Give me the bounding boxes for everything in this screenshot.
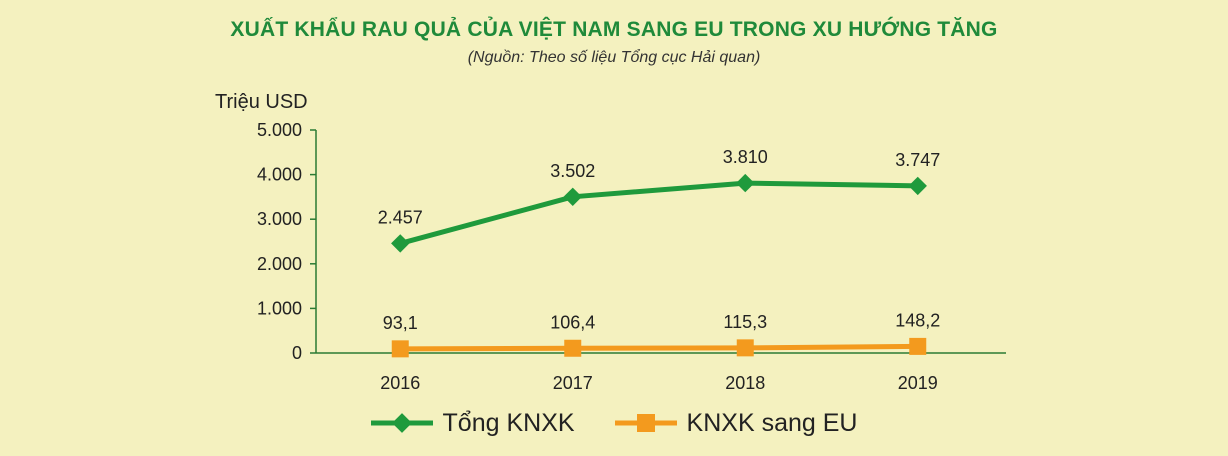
data-label: 106,4: [550, 312, 595, 332]
legend-swatch-total: [370, 413, 433, 433]
x-tick-label: 2018: [725, 373, 765, 393]
data-label: 115,3: [723, 312, 767, 332]
line-chart: Triệu USD 0 1.000 2.000 3.000 4.000 5.000 2016 2…: [215, 91, 1006, 393]
series-line-0: [399, 180, 918, 246]
data-label: 148,2: [895, 310, 940, 330]
data-point-square: [391, 340, 409, 358]
y-tick-label: 5.000: [257, 120, 302, 140]
y-tick-label: 3.000: [257, 209, 302, 229]
data-point-square: [564, 339, 582, 357]
x-tick-label: 2019: [898, 373, 938, 393]
data-point-square: [909, 337, 927, 355]
data-label: 2.457: [378, 207, 423, 227]
legend-label-eu: KNXK sang EU: [686, 408, 858, 437]
data-label: 3.810: [723, 147, 768, 167]
y-tick-label: 2.000: [257, 254, 302, 274]
chart-title: XUẤT KHẨU RAU QUẢ CỦA VIỆT NAM SANG EU T…: [230, 18, 998, 41]
data-point-diamond: [736, 173, 755, 193]
data-point-diamond: [908, 176, 927, 196]
data-label: 3.747: [895, 150, 940, 170]
data-label: 93,1: [383, 313, 418, 333]
x-tick-label: 2017: [553, 373, 593, 393]
data-point-square: [736, 339, 754, 357]
series-line-1: [400, 343, 918, 352]
legend-label-total: Tổng KNXK: [442, 408, 575, 437]
data-label: 3.502: [550, 161, 595, 181]
data-point-diamond: [391, 234, 410, 253]
data-point-diamond: [563, 187, 582, 207]
y-tick-label: 1.000: [257, 298, 302, 318]
legend-item-eu: KNXK sang EU: [614, 408, 858, 438]
y-axis-label: Triệu USD: [215, 91, 308, 113]
legend: Tổng KNXK KNXK sang EU: [0, 408, 1228, 438]
chart-subtitle: (Nguồn: Theo số liệu Tổng cục Hải quan): [467, 49, 761, 66]
legend-item-total: Tổng KNXK: [370, 408, 575, 438]
y-tick-label: 0: [292, 343, 302, 363]
y-tick-label: 4.000: [257, 165, 302, 185]
legend-swatch-eu: [614, 414, 677, 432]
x-tick-label: 2016: [380, 373, 420, 393]
